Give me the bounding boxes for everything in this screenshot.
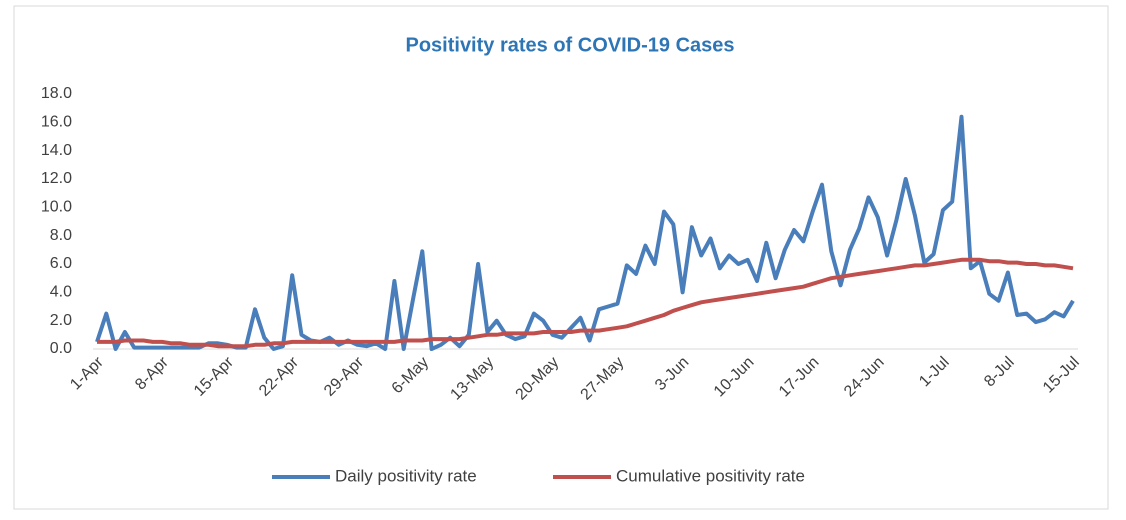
y-tick-label: 16.0 <box>41 114 72 131</box>
chart-title: Positivity rates of COVID-19 Cases <box>405 34 734 56</box>
series-line <box>97 257 1074 349</box>
y-tick-label: 6.0 <box>50 255 72 272</box>
y-tick-label: 4.0 <box>50 284 72 301</box>
y-tick-label: 12.0 <box>41 170 72 187</box>
legend-label: Cumulative positivity rate <box>616 466 805 485</box>
chart-frame <box>13 5 1109 510</box>
y-tick-label: 10.0 <box>41 199 72 216</box>
y-tick-label: 8.0 <box>50 227 72 244</box>
y-tick-label: 0.0 <box>50 340 72 357</box>
legend-label: Daily positivity rate <box>335 466 477 485</box>
y-tick-label: 2.0 <box>50 312 72 329</box>
y-tick-label: 18.0 <box>41 85 72 102</box>
y-tick-label: 14.0 <box>41 142 72 159</box>
